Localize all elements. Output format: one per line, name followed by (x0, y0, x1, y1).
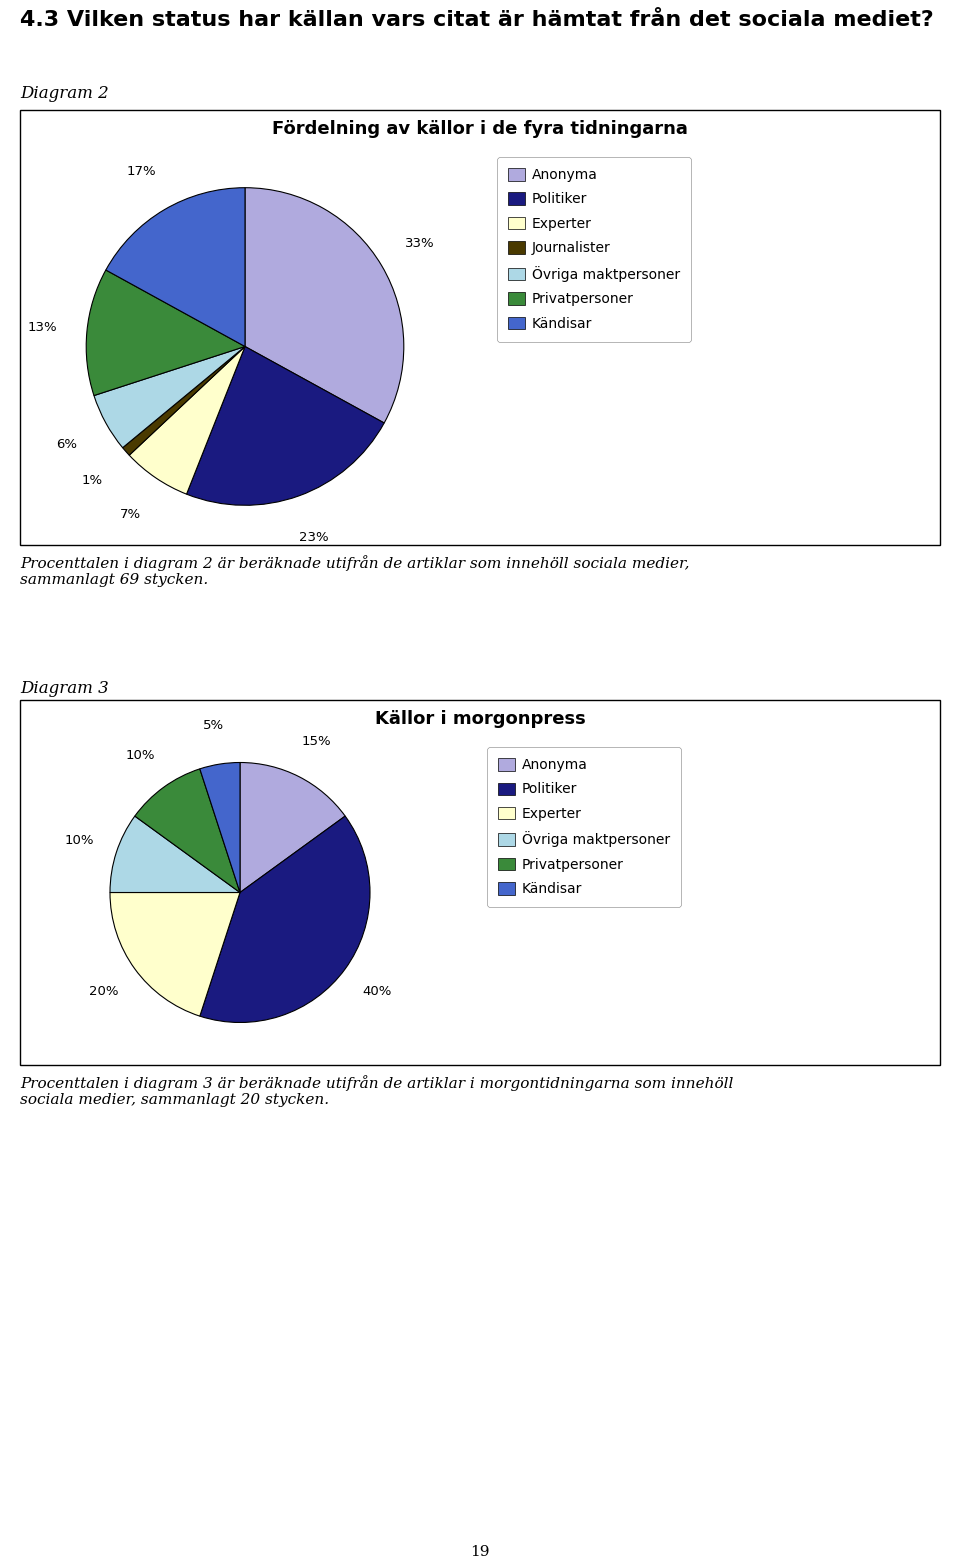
Legend: Anonyma, Politiker, Experter, Journalister, Övriga maktpersoner, Privatpersoner,: Anonyma, Politiker, Experter, Journalist… (497, 157, 691, 342)
Wedge shape (86, 270, 245, 395)
Text: 33%: 33% (405, 237, 435, 249)
Legend: Anonyma, Politiker, Experter, Övriga maktpersoner, Privatpersoner, Kändisar: Anonyma, Politiker, Experter, Övriga mak… (487, 747, 681, 907)
Text: 10%: 10% (126, 749, 156, 762)
Text: 19: 19 (470, 1545, 490, 1559)
Text: Diagram 3: Diagram 3 (20, 680, 108, 697)
Text: 4.3 Vilken status har källan vars citat är hämtat från det sociala mediet?: 4.3 Vilken status har källan vars citat … (20, 9, 934, 30)
Wedge shape (106, 188, 245, 346)
Wedge shape (134, 769, 240, 893)
Text: 6%: 6% (57, 437, 78, 451)
Wedge shape (245, 188, 404, 423)
Text: 23%: 23% (300, 531, 328, 544)
Text: Procenttalen i diagram 3 är beräknade utifrån de artiklar i morgontidningarna so: Procenttalen i diagram 3 är beräknade ut… (20, 1075, 733, 1106)
Text: 15%: 15% (301, 735, 331, 749)
Text: 10%: 10% (64, 834, 94, 846)
Wedge shape (123, 346, 245, 454)
Wedge shape (130, 346, 245, 494)
Text: 1%: 1% (82, 475, 103, 487)
Text: 7%: 7% (120, 508, 141, 522)
Wedge shape (240, 763, 346, 893)
Text: 40%: 40% (362, 986, 392, 998)
Text: Fördelning av källor i de fyra tidningarna: Fördelning av källor i de fyra tidningar… (272, 121, 688, 138)
Wedge shape (110, 893, 240, 1015)
Text: 5%: 5% (203, 719, 224, 732)
Text: Källor i morgonpress: Källor i morgonpress (374, 710, 586, 729)
Text: 20%: 20% (88, 986, 118, 998)
Wedge shape (110, 816, 240, 893)
Text: 17%: 17% (127, 165, 156, 179)
Text: Procenttalen i diagram 2 är beräknade utifrån de artiklar som innehöll sociala m: Procenttalen i diagram 2 är beräknade ut… (20, 555, 689, 588)
Wedge shape (200, 763, 240, 893)
Wedge shape (94, 346, 245, 448)
Wedge shape (186, 346, 384, 505)
Text: 13%: 13% (28, 321, 58, 334)
Text: Diagram 2: Diagram 2 (20, 85, 108, 102)
Wedge shape (200, 816, 370, 1023)
